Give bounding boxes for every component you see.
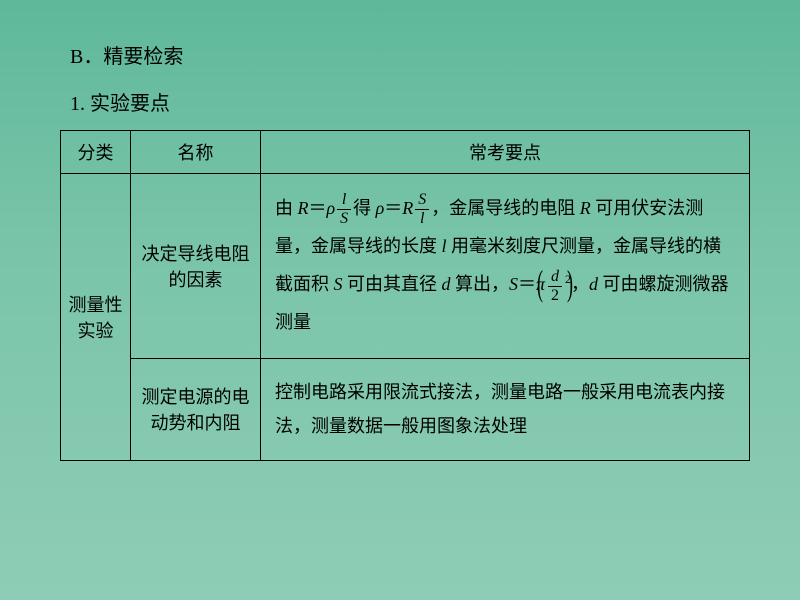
fraction-icon: lS	[337, 192, 351, 227]
section-heading-1: 1. 实验要点	[70, 87, 750, 116]
header-category: 分类	[61, 131, 131, 174]
paren-fraction-icon: d2	[545, 267, 565, 305]
section-heading-b: B．精要检索	[70, 40, 750, 69]
cell-points-2: 控制电路采用限流式接法，测量电路一般采用电流表内接法，测量数据一般用图象法处理	[261, 359, 750, 460]
header-name: 名称	[131, 131, 261, 174]
cell-name-1: 决定导线电阻的因素	[131, 174, 261, 359]
experiment-table: 分类 名称 常考要点 测量性实验 决定导线电阻的因素 由 R＝ρlS得 ρ＝RS…	[60, 130, 750, 461]
cell-category: 测量性实验	[61, 174, 131, 461]
slide-container: B．精要检索 1. 实验要点 分类 名称 常考要点 测量性实验 决定导线电阻的因…	[0, 0, 800, 600]
fraction-icon: Sl	[415, 192, 429, 227]
header-points: 常考要点	[261, 131, 750, 174]
cell-points-1: 由 R＝ρlS得 ρ＝RSl，金属导线的电阻 R 可用伏安法测量，金属导线的长度…	[261, 174, 750, 359]
cell-name-2: 测定电源的电动势和内阻	[131, 359, 261, 460]
table-header-row: 分类 名称 常考要点	[61, 131, 750, 174]
table-row: 测量性实验 决定导线电阻的因素 由 R＝ρlS得 ρ＝RSl，金属导线的电阻 R…	[61, 174, 750, 359]
table-row: 测定电源的电动势和内阻 控制电路采用限流式接法，测量电路一般采用电流表内接法，测…	[61, 359, 750, 460]
